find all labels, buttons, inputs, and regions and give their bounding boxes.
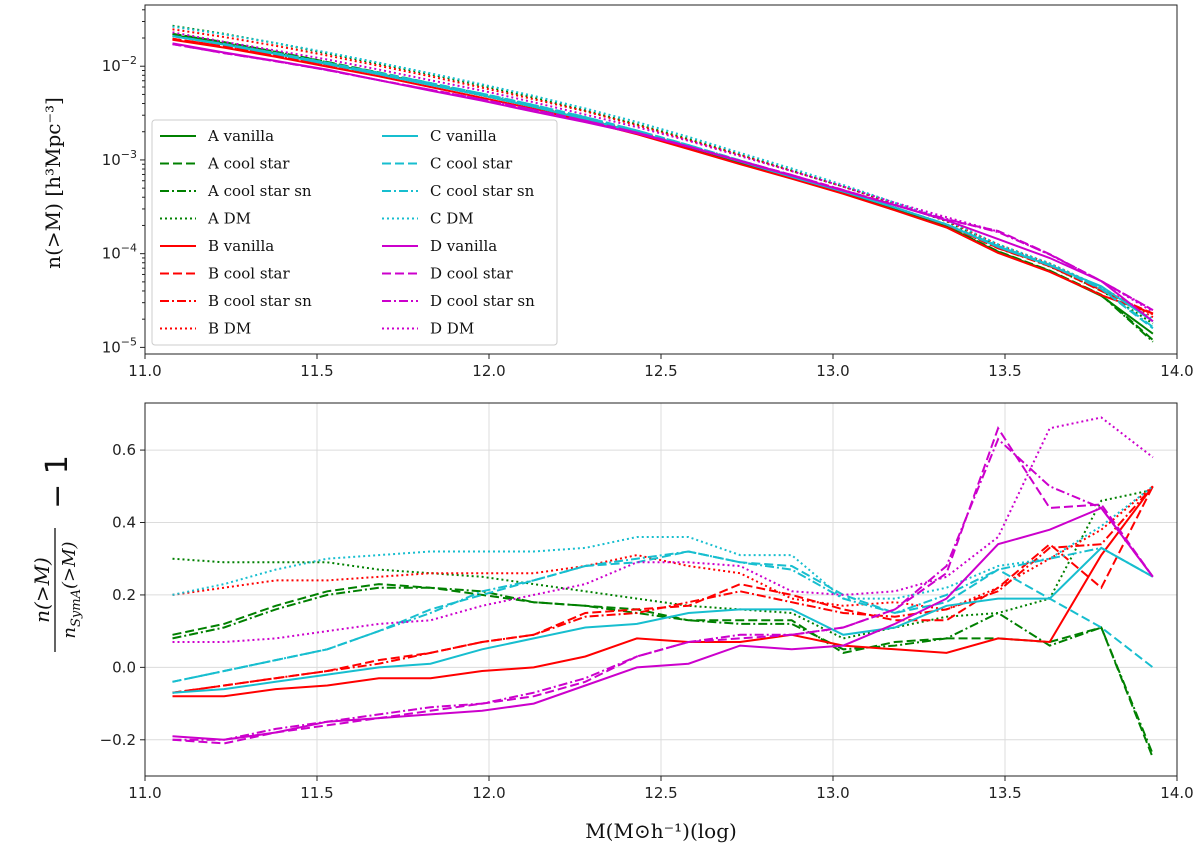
bottom-grid [144, 403, 1178, 776]
bottom-y-tick-label: 0.6 [112, 441, 136, 459]
top-y-axis: 10−510−410−310−2 [102, 9, 145, 356]
top-y-tick-exponent: −5 [121, 335, 137, 348]
legend-label-d-cool-star-sn: D cool star sn [430, 292, 535, 310]
bottom-y-label-denominator-tail: (>M) [59, 541, 80, 589]
legend-entries: A vanilla A cool star A cool star sn A DM B … [160, 127, 535, 338]
bottom-series-c-vanilla [172, 546, 1154, 694]
bottom-series-d-cool-star-sn [172, 437, 1154, 741]
legend-label-c-vanilla: C vanilla [430, 127, 497, 145]
top-series-b-vanilla [172, 38, 1154, 315]
bottom-y-axis-label: n(>M) nSymA(>M) − 1 [30, 455, 84, 652]
bottom-panel: 11.0 11.5 12.0 12.5 13.0 13.5 14.0 −0.2 0.0 0.2 0… [30, 402, 1194, 843]
top-y-tick-label: 10−2 [102, 54, 137, 75]
top-x-tick-label: 12.0 [472, 362, 505, 380]
top-series-c-dm [172, 25, 1154, 321]
bottom-series-b-vanilla [172, 485, 1154, 698]
top-series-group [172, 24, 1154, 343]
bottom-x-tick-label: 11.5 [300, 784, 333, 802]
bottom-series-a-cool-star [172, 583, 1154, 759]
legend-frame [151, 119, 558, 346]
bottom-y-axis: −0.2 0.0 0.2 0.4 0.6 [100, 441, 145, 749]
legend-label-d-cool-star: D cool star [430, 265, 513, 283]
bottom-series-d-dm [172, 416, 1154, 643]
legend-label-a-cool-star: A cool star [207, 155, 290, 173]
top-y-tick-exponent: −2 [121, 54, 137, 67]
bottom-y-label-denominator-sub: SymA [69, 589, 84, 627]
bottom-x-tick-label: 12.0 [472, 784, 505, 802]
bottom-x-tick-label: 14.0 [1160, 784, 1193, 802]
top-x-tick-label: 11.0 [128, 362, 161, 380]
bottom-series-c-dm [172, 485, 1154, 600]
bottom-y-tick-label: 0.0 [112, 658, 136, 676]
top-y-tick-label: 10−5 [102, 335, 137, 356]
bottom-series-b-dm [172, 485, 1154, 611]
top-x-tick-label: 13.5 [988, 362, 1021, 380]
top-x-tick-label: 14.0 [1160, 362, 1193, 380]
bottom-y-label-denominator: nSymA(>M) [59, 541, 84, 638]
top-y-tick-base: 10 [102, 57, 121, 75]
bottom-series-group [172, 416, 1154, 759]
legend-label-b-vanilla: B vanilla [208, 237, 274, 255]
top-y-tick-label: 10−3 [102, 148, 137, 169]
bottom-x-tick-label: 12.5 [644, 784, 677, 802]
bottom-y-tick-label: 0.4 [112, 514, 136, 532]
top-series-c-cool-star-sn [172, 35, 1154, 328]
bottom-x-axis-label: M(M⊙h⁻¹)(log) [585, 819, 737, 843]
bottom-x-tick-label: 11.0 [128, 784, 161, 802]
bottom-y-label-denominator-n: n [59, 627, 80, 639]
legend-label-b-cool-star: B cool star [208, 265, 290, 283]
legend: A vanilla A cool star A cool star sn A DM B … [151, 119, 558, 346]
bottom-series-c-cool-star [172, 550, 1154, 683]
bottom-series-b-cool-star [172, 485, 1154, 694]
top-x-tick-label: 11.5 [300, 362, 333, 380]
top-x-tick-label: 13.0 [816, 362, 849, 380]
top-panel: 11.0 11.5 12.0 12.5 13.0 13.5 14.0 10−510−410−… [41, 4, 1194, 380]
top-x-tick-label: 12.5 [644, 362, 677, 380]
bottom-x-tick-label: 13.5 [988, 784, 1021, 802]
legend-label-c-dm: C DM [430, 210, 474, 228]
top-y-tick-exponent: −4 [121, 242, 137, 255]
bottom-y-tick-label: 0.2 [112, 586, 136, 604]
bottom-series-c-cool-star-sn [172, 546, 1154, 683]
legend-label-d-dm: D DM [430, 320, 474, 338]
top-y-tick-base: 10 [102, 245, 121, 263]
bottom-series-a-cool-star-sn [172, 586, 1154, 755]
legend-label-c-cool-star-sn: C cool star sn [430, 182, 535, 200]
legend-label-d-vanilla: D vanilla [430, 237, 497, 255]
legend-label-b-cool-star-sn: B cool star sn [208, 292, 312, 310]
legend-label-a-vanilla: A vanilla [207, 127, 274, 145]
top-y-tick-base: 10 [102, 338, 121, 356]
bottom-series-b-cool-star-sn [172, 485, 1154, 694]
legend-label-c-cool-star: C cool star [430, 155, 513, 173]
top-series-d-dm [172, 31, 1154, 313]
top-y-axis-label: n(>M) [h³Mpc⁻³] [41, 97, 65, 269]
legend-label-a-dm: A DM [207, 210, 251, 228]
bottom-x-tick-label: 13.0 [816, 784, 849, 802]
bottom-y-label-numerator: n(>M) [30, 557, 54, 623]
bottom-y-label-minus-one: − 1 [40, 455, 75, 509]
bottom-x-axis: 11.0 11.5 12.0 12.5 13.0 13.5 14.0 [128, 776, 1194, 802]
top-y-tick-exponent: −3 [121, 148, 137, 161]
legend-label-b-dm: B DM [208, 320, 251, 338]
legend-label-a-cool-star-sn: A cool star sn [207, 182, 312, 200]
bottom-y-tick-label: −0.2 [100, 731, 136, 749]
top-y-tick-base: 10 [102, 151, 121, 169]
top-y-tick-label: 10−4 [102, 242, 137, 263]
top-x-axis: 11.0 11.5 12.0 12.5 13.0 13.5 14.0 [128, 354, 1194, 380]
bottom-series-d-vanilla [172, 506, 1154, 741]
